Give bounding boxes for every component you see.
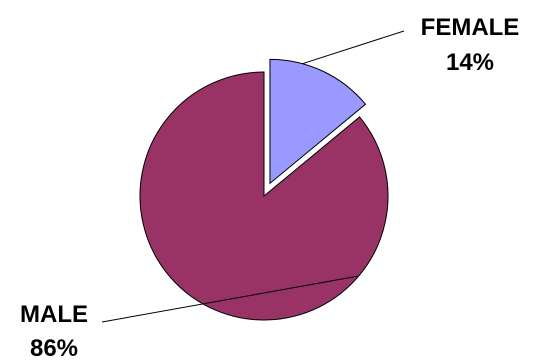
- slice-label-female-percent: 14%: [446, 49, 494, 76]
- leader-line-male: [101, 275, 359, 323]
- leader-line-female: [302, 30, 405, 65]
- slice-label-male-name: MALE: [20, 301, 88, 328]
- pie-slice-male: [139, 71, 389, 321]
- slice-label-male-percent: 86%: [30, 335, 78, 362]
- slice-label-female-name: FEMALE: [421, 14, 520, 41]
- pie-slice-female: [269, 58, 367, 185]
